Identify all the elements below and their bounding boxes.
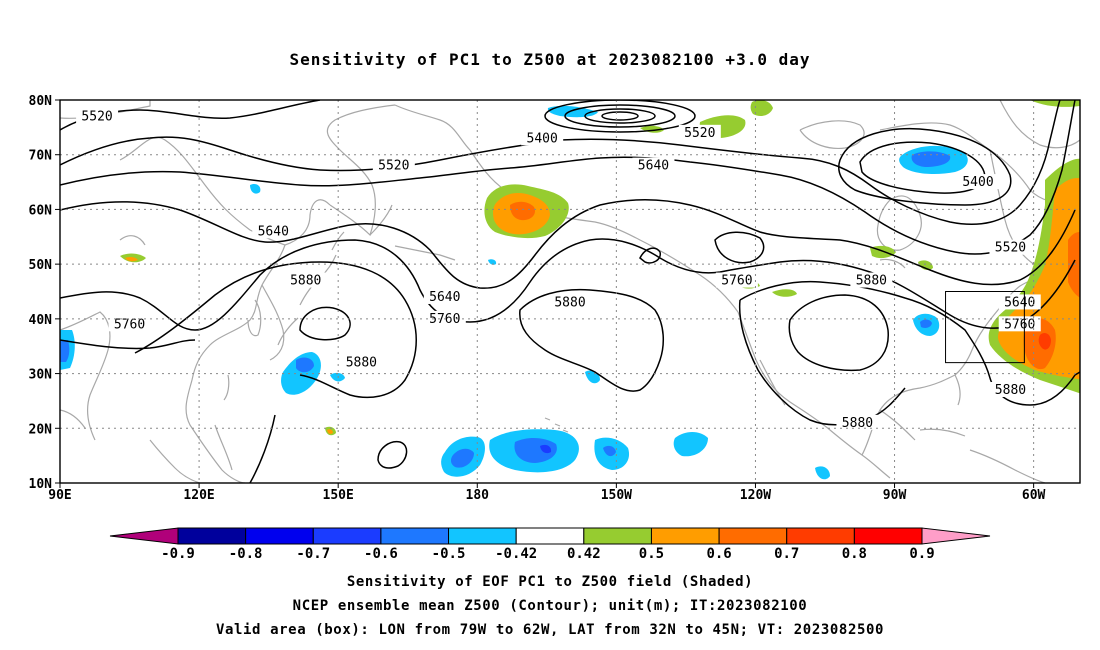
contour-label-bg: [252, 223, 295, 239]
contour-label: 5640: [638, 159, 669, 174]
contour-label: 5880: [554, 295, 585, 310]
colorbar-label: 0.6: [706, 546, 731, 562]
colorbar-swatch: [650, 527, 720, 545]
caption-line-2: NCEP ensemble mean Z500 (Contour); unit(…: [292, 598, 808, 614]
colorbar-label: -0.6: [364, 546, 398, 562]
lat-tick-label: 70N: [29, 149, 53, 164]
contour-label: 5520: [995, 241, 1026, 256]
caption-line-3: Valid area (box): LON from 79W to 62W, L…: [215, 622, 885, 638]
colorbar-swatch: [245, 527, 314, 545]
lon-tick-label: 90W: [883, 488, 907, 503]
contour-label-bg: [989, 239, 1032, 255]
contour-label-bg: [715, 272, 758, 288]
caption-line-1: Sensitivity of EOF PC1 to Z500 field (Sh…: [346, 574, 754, 590]
colorbar-label: -0.9: [161, 546, 195, 562]
colorbar-swatch: [583, 527, 652, 545]
colorbar-low-triangle: [109, 527, 179, 545]
colorbar-swatch: [448, 527, 517, 545]
contour-label-bg: [549, 294, 591, 310]
contour-label: 5880: [995, 383, 1026, 398]
contour-label: 5520: [684, 126, 715, 141]
contour-label: 5880: [856, 274, 887, 289]
contour-label: 5400: [962, 175, 993, 190]
contour-label: 5640: [429, 290, 460, 305]
colorbar-high-triangle: [921, 527, 991, 545]
colorbar-swatch: [786, 527, 855, 545]
contour-label-bg: [989, 381, 1032, 397]
contour-label: 5760: [1004, 317, 1035, 332]
colorbar-label: 0.7: [774, 546, 799, 562]
contour-label-bg: [836, 414, 879, 430]
contour-label-bg: [372, 157, 415, 173]
colorbar-label: -0.8: [229, 546, 263, 562]
colorbar-swatch: [853, 527, 923, 545]
contour-label: 5880: [842, 416, 873, 431]
colorbar: -0.9 -0.8 -0.7 -0.6 -0.5 -0.42 0.42 0.5 0.6 0.7 0.…: [109, 527, 991, 562]
lat-lon-grid: [60, 100, 1080, 483]
valid-area-box: [945, 291, 1025, 364]
contour-label: 5880: [346, 356, 377, 371]
contour-label-bg: [678, 124, 721, 140]
lat-tick-label: 20N: [29, 422, 53, 437]
colorbar-label: -0.7: [296, 546, 330, 562]
contour-label-bg: [521, 130, 564, 146]
contour-label: 5880: [290, 274, 321, 289]
lat-tick-label: 30N: [29, 368, 53, 383]
colorbar-label: 0.9: [909, 546, 934, 562]
lat-tick-label: 10N: [29, 477, 53, 492]
colorbar-label: -0.42: [495, 546, 537, 562]
lon-tick-label: 120E: [183, 488, 214, 503]
contour-label-bg: [108, 316, 151, 332]
contour-label-bg: [340, 354, 383, 370]
lat-tick-label: 50N: [29, 258, 53, 273]
colorbar-label: 0.42: [567, 546, 601, 562]
contour-label: 5640: [258, 224, 289, 239]
map-frame: [59, 99, 1081, 484]
contour-label-bg: [284, 272, 327, 288]
lon-tick-label: 150E: [323, 488, 354, 503]
contour-label: 5520: [81, 109, 112, 124]
colorbar-swatch: [177, 527, 247, 545]
contour-labels: 5520 5400 5520 5520 5640 5400 5640 5520 5880 5760…: [76, 108, 1041, 431]
colorbar-label: 0.5: [639, 546, 664, 562]
colorbar-swatch: [718, 527, 788, 545]
contour-label: 5760: [721, 274, 752, 289]
contour-label: 5400: [527, 131, 558, 146]
colorbar-label: -0.5: [432, 546, 466, 562]
contour-label: 5520: [378, 159, 409, 174]
contour-label-bg: [632, 157, 675, 173]
contour-label-bg: [957, 174, 999, 190]
lon-tick-label: 180: [466, 488, 490, 503]
contour-label-bg: [850, 272, 893, 288]
colorbar-swatch: [312, 527, 382, 545]
lat-tick-label: 40N: [29, 313, 53, 328]
colorbar-swatch: [515, 527, 585, 545]
lon-tick-label: 90E: [48, 488, 71, 503]
contour-label-bg: [998, 294, 1041, 310]
colorbar-swatch: [380, 527, 450, 545]
lon-tick-label: 150W: [601, 488, 632, 503]
contour-label: 5640: [1004, 295, 1035, 310]
lat-tick-label: 60N: [29, 203, 53, 218]
contour-label-bg: [998, 316, 1041, 332]
contour-label-bg: [76, 108, 119, 124]
contour-label-bg: [423, 288, 466, 304]
colorbar-label: 0.8: [842, 546, 867, 562]
lat-tick-label: 80N: [29, 94, 53, 109]
chart-title: Sensitivity of PC1 to Z500 at 2023082100…: [289, 50, 811, 69]
contour-label: 5760: [114, 317, 145, 332]
lon-tick-label: 120W: [740, 488, 771, 503]
lon-tick-label: 60W: [1022, 488, 1046, 503]
